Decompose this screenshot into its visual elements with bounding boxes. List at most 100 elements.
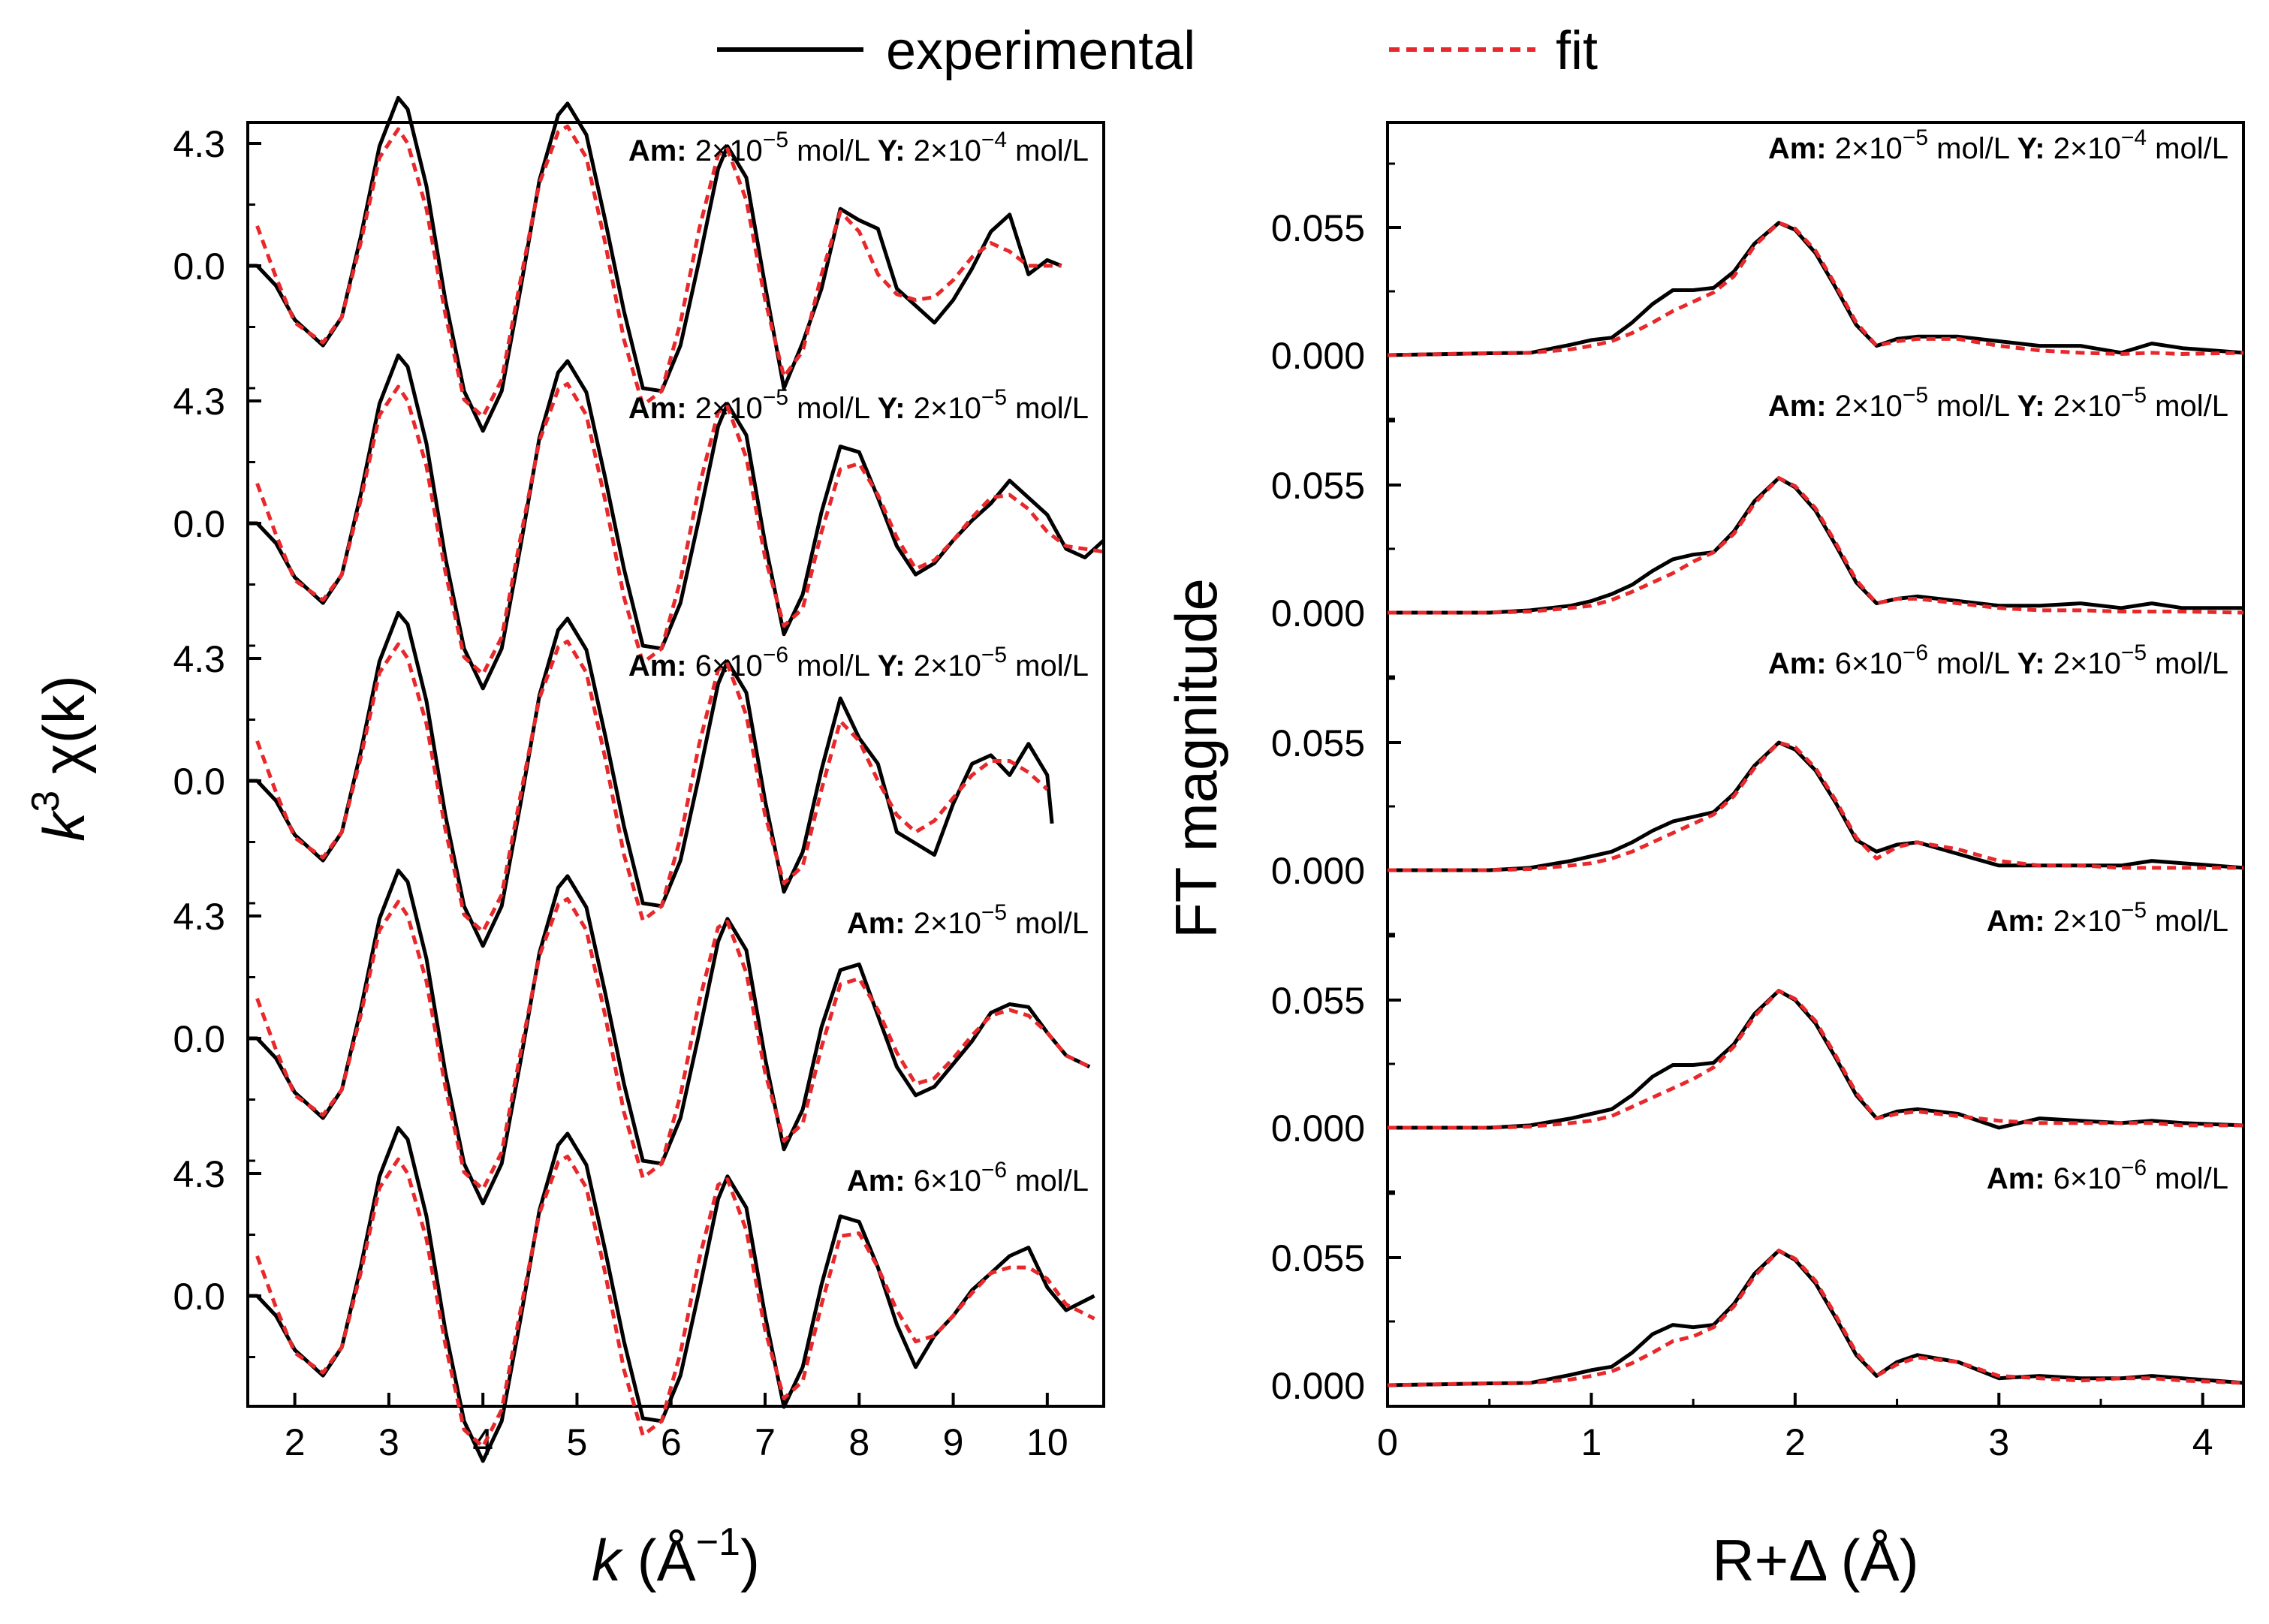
right-subplot-1: 0.055 0.000 Am: 2×10−5 mol/L Y: 2×10−4 mol… xyxy=(1271,125,2244,420)
annotation-segment: mol/L xyxy=(2147,905,2228,938)
left-xtick-label: 9 xyxy=(943,1421,964,1463)
right-frame xyxy=(1386,121,2245,1408)
left-annotation-4: Am: 2×10−5 mol/L xyxy=(847,900,1089,940)
left-ytick-label: 0.0 xyxy=(173,761,225,803)
left-annotation-3: Am: 6×10−6 mol/L Y: 2×10−5 mol/L xyxy=(628,643,1089,682)
annotation-segment: 2×10 xyxy=(2045,905,2121,938)
annotation-segment: −6 xyxy=(1903,640,1928,665)
left-y-axis-title-sup: 3 xyxy=(24,791,68,812)
annotation-segment: −5 xyxy=(2121,640,2147,665)
left-ytick-label: 0.0 xyxy=(173,1018,225,1060)
annotation-segment: Am: xyxy=(628,134,687,167)
left-ytick-label: 0.0 xyxy=(173,503,225,545)
annotation-segment: mol/L xyxy=(2147,390,2228,423)
left-y-axis-title-rest: χ(k) xyxy=(31,675,97,791)
annotation-segment: mol/L xyxy=(2147,132,2228,165)
left-series-fit-5 xyxy=(255,1154,1095,1449)
left-series-experimental-3 xyxy=(248,610,1054,948)
annotation-segment: Am: xyxy=(1768,647,1827,680)
annotation-segment: 6×10 xyxy=(2045,1162,2121,1195)
annotation-segment: Am: xyxy=(628,649,687,682)
annotation-segment: 2×10 xyxy=(687,134,763,167)
annotation-segment: −5 xyxy=(763,128,788,152)
right-x-axis-title: R+Δ (Å) xyxy=(1712,1527,1918,1593)
right-annotation-4: Am: 2×10−5 mol/L xyxy=(1987,898,2228,938)
left-x-axis-title-sup: −1 xyxy=(696,1520,740,1564)
annotation-segment: Y: xyxy=(2017,132,2045,165)
right-annotation-2: Am: 2×10−5 mol/L Y: 2×10−5 mol/L xyxy=(1768,383,2228,423)
annotation-segment: 2×10 xyxy=(905,907,981,940)
left-xtick-label: 2 xyxy=(285,1421,306,1463)
annotation-segment: −6 xyxy=(981,1158,1007,1183)
left-xtick-label: 6 xyxy=(661,1421,682,1463)
annotation-segment: Am: xyxy=(847,1165,905,1198)
annotation-segment: Y: xyxy=(878,392,905,425)
annotation-segment: 2×10 xyxy=(2045,132,2121,165)
left-frame xyxy=(246,121,1105,1408)
left-xtick-label: 5 xyxy=(567,1421,588,1463)
right-series-fit-4 xyxy=(1388,989,2243,1130)
annotation-segment: mol/L xyxy=(1007,1165,1089,1198)
left-subplot-4: 4.3 0.0 Am: 2×10−5 mol/L xyxy=(173,868,1091,1206)
right-ytick-label: 0.055 xyxy=(1271,1237,1365,1279)
left-xtick-label: 3 xyxy=(378,1421,399,1463)
annotation-segment: mol/L xyxy=(1007,134,1089,167)
annotation-segment: 2×10 xyxy=(1827,390,1903,423)
left-ytick-label: 4.3 xyxy=(173,123,225,165)
right-xtick-label: 4 xyxy=(2192,1421,2213,1463)
annotation-segment: 2×10 xyxy=(905,649,981,682)
right-ytick-label: 0.000 xyxy=(1271,1365,1365,1407)
left-series-experimental-1 xyxy=(248,95,1062,433)
annotation-segment: 2×10 xyxy=(905,392,981,425)
right-series-experimental-5 xyxy=(1387,1249,2244,1387)
annotation-segment: −5 xyxy=(763,385,788,410)
right-ytick-label: 0.055 xyxy=(1271,722,1365,764)
right-ytick-label: 0.000 xyxy=(1271,592,1365,634)
left-subplot-3: 4.30.0Am: 6×10−6 mol/L Y: 2×10−5 mol/L xyxy=(173,610,1089,948)
left-series-fit-2 xyxy=(255,381,1104,676)
annotation-segment: mol/L xyxy=(1928,132,2017,165)
left-series-fit-1 xyxy=(255,124,1062,419)
annotation-segment: −5 xyxy=(1903,383,1928,408)
right-subplot-4: 0.055 0.000 Am: 2×10−5 mol/L xyxy=(1271,898,2244,1193)
right-ytick-label: 0.000 xyxy=(1271,1107,1365,1149)
left-annotation-1: Am: 2×10−5 mol/L Y: 2×10−4 mol/L xyxy=(628,128,1089,167)
right-annotation-3: Am: 6×10−6 mol/L Y: 2×10−5 mol/L xyxy=(1768,640,2228,680)
right-ytick-label: 0.000 xyxy=(1271,335,1365,377)
annotation-segment: Y: xyxy=(2017,390,2045,423)
annotation-segment: Y: xyxy=(2017,647,2045,680)
annotation-segment: mol/L xyxy=(2147,647,2228,680)
right-ytick-label: 0.055 xyxy=(1271,207,1365,249)
right-series-fit-2 xyxy=(1388,476,2244,615)
annotation-segment: −5 xyxy=(2121,383,2147,408)
annotation-segment: Am: xyxy=(1768,390,1827,423)
right-series-experimental-1 xyxy=(1387,221,2244,357)
right-series-experimental-3 xyxy=(1388,740,2244,872)
right-annotation-1: Am: 2×10−5 mol/L Y: 2×10−4 mol/L xyxy=(1768,125,2228,165)
annotation-segment: mol/L xyxy=(788,392,878,425)
left-xtick-label: 7 xyxy=(755,1421,776,1463)
right-ytick-label: 0.055 xyxy=(1271,465,1365,507)
left-annotation-2: Am: 2×10−5 mol/L Y: 2×10−5 mol/L xyxy=(628,385,1089,425)
right-y-axis-title: FT magnitude xyxy=(1163,578,1229,939)
annotation-segment: −5 xyxy=(1903,125,1928,150)
annotation-segment: 6×10 xyxy=(905,1165,981,1198)
annotation-segment: Am: xyxy=(1987,1162,2045,1195)
annotation-segment: 2×10 xyxy=(2045,390,2121,423)
annotation-segment: 2×10 xyxy=(1827,132,1903,165)
annotation-segment: Am: xyxy=(1768,132,1827,165)
annotation-segment: 2×10 xyxy=(905,134,981,167)
right-xtick-label: 2 xyxy=(1785,1421,1806,1463)
annotation-segment: mol/L xyxy=(1007,392,1089,425)
annotation-segment: Am: xyxy=(847,907,905,940)
left-subplot-1: 4.30.0Am: 2×10−5 mol/L Y: 2×10−4 mol/L xyxy=(173,95,1089,433)
left-y-axis-title-symbol: k xyxy=(31,809,97,842)
left-x-axis-title-close: ) xyxy=(740,1527,760,1593)
annotation-segment: mol/L xyxy=(1007,907,1089,940)
right-annotation-5: Am: 6×10−6 mol/L xyxy=(1987,1155,2228,1195)
annotation-segment: mol/L xyxy=(788,134,878,167)
